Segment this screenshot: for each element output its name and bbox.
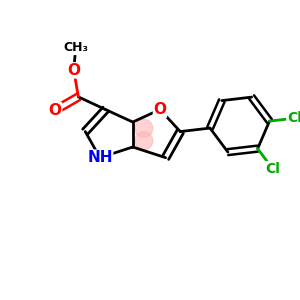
Text: Cl: Cl — [287, 111, 300, 125]
Text: Cl: Cl — [265, 162, 280, 176]
Text: O: O — [49, 103, 62, 118]
Circle shape — [135, 132, 153, 150]
Text: CH₃: CH₃ — [63, 41, 88, 55]
Text: NH: NH — [87, 150, 113, 165]
Text: O: O — [154, 102, 166, 117]
Text: O: O — [67, 63, 80, 78]
Circle shape — [135, 119, 153, 137]
